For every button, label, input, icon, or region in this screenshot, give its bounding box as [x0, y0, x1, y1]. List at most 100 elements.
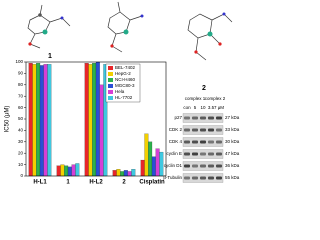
plot-frame [25, 61, 167, 177]
bar [64, 165, 69, 177]
bar [32, 64, 37, 177]
y-tick-label: 100 [15, 59, 23, 64]
band [192, 128, 198, 132]
row-size: 47 kDa [225, 151, 240, 156]
lane-label: 5 [194, 105, 197, 110]
lane-label: 3.5 [208, 105, 215, 110]
bar [60, 164, 65, 177]
band [208, 152, 214, 156]
lane-label: 10 [200, 105, 206, 110]
row-label: cyclin D1 [164, 163, 183, 168]
band [208, 164, 214, 168]
y-axis-label: IC50 (μM) [5, 106, 11, 133]
y-tick-label: 70 [18, 93, 24, 98]
band [208, 140, 214, 144]
band [184, 116, 190, 120]
band [208, 116, 214, 120]
y-tick-label: 60 [18, 105, 24, 110]
row-size: 33 kDa [225, 127, 240, 132]
band [208, 128, 214, 132]
band [184, 176, 190, 180]
row-size: 30 kDa [225, 139, 240, 144]
band [192, 176, 198, 180]
bar [148, 141, 153, 177]
bar [155, 148, 160, 177]
y-tick-label: 30 [18, 139, 24, 144]
bar [28, 63, 33, 177]
bar [43, 64, 48, 177]
band [216, 164, 222, 168]
band [184, 152, 190, 156]
row-label: CDK 4 [169, 139, 183, 144]
legend-swatch [108, 84, 113, 88]
y-tick-label: 40 [18, 128, 24, 133]
legend-label: BEL-7402 [115, 65, 136, 70]
band [216, 128, 222, 132]
row-label: p27 [174, 115, 182, 120]
y-tick-label: 90 [18, 71, 24, 76]
bar [67, 166, 72, 177]
bar [99, 84, 104, 177]
row-label: CDK 2 [169, 127, 183, 132]
y-tick-label: 50 [18, 116, 24, 121]
x-tick-label: 2 [122, 180, 126, 186]
bar [140, 159, 145, 177]
row-size: 27 kDa [225, 115, 240, 120]
band [184, 140, 190, 144]
legend-label: MGC80-3 [115, 83, 135, 88]
legend-label: HL-7702 [115, 95, 133, 100]
y-tick-label: 80 [18, 82, 24, 87]
legend-label: HepG-2 [115, 71, 131, 76]
band [192, 164, 198, 168]
bar [71, 164, 76, 177]
legend-swatch [108, 66, 113, 70]
row-size: 55 kDa [225, 175, 240, 180]
band [216, 176, 222, 180]
group-label: complex 2 [205, 96, 226, 101]
bar [123, 170, 128, 177]
legend-label: NCI-H460 [115, 77, 136, 82]
bar [120, 171, 125, 177]
legend-swatch [108, 96, 113, 100]
atoms [28, 12, 226, 54]
bar-chart: IC50 (μM) 0 10 20 30 40 50 60 70 80 90 100 H-L1 1 H-L2… [5, 59, 167, 186]
structure-label: 1 [48, 53, 52, 60]
band [200, 152, 206, 156]
legend-swatch [108, 90, 113, 94]
band [208, 176, 214, 180]
legend-box [105, 63, 141, 103]
band [200, 116, 206, 120]
bar [95, 61, 100, 177]
band [200, 176, 206, 180]
band [200, 164, 206, 168]
band [200, 128, 206, 132]
row-size: 36 kDa [225, 163, 240, 168]
bar [92, 63, 97, 177]
band [216, 152, 222, 156]
bar [47, 64, 52, 177]
bar [88, 64, 93, 177]
x-tick-label: H-L2 [89, 180, 103, 186]
legend-label: Hela [115, 89, 125, 94]
bar [151, 156, 156, 177]
bar [39, 65, 44, 177]
structure-label: 2 [202, 85, 206, 92]
band [216, 140, 222, 144]
x-tick-label: H-L1 [33, 180, 47, 186]
bar [116, 169, 121, 177]
bar [75, 163, 80, 177]
band [216, 116, 222, 120]
bar [56, 165, 61, 177]
bar [84, 63, 89, 177]
bar [131, 169, 136, 177]
x-tick-label: Cisplatin [139, 180, 165, 186]
lane-label: con [183, 105, 191, 110]
band [184, 164, 190, 168]
bar [144, 133, 149, 177]
group-label: complex 1 [185, 96, 206, 101]
bar [36, 63, 41, 177]
molecule [27, 1, 233, 61]
lane-label: 7 μM [214, 105, 224, 110]
y-tick-label: 20 [18, 150, 24, 155]
row-label: β-Tubulin [163, 175, 182, 180]
